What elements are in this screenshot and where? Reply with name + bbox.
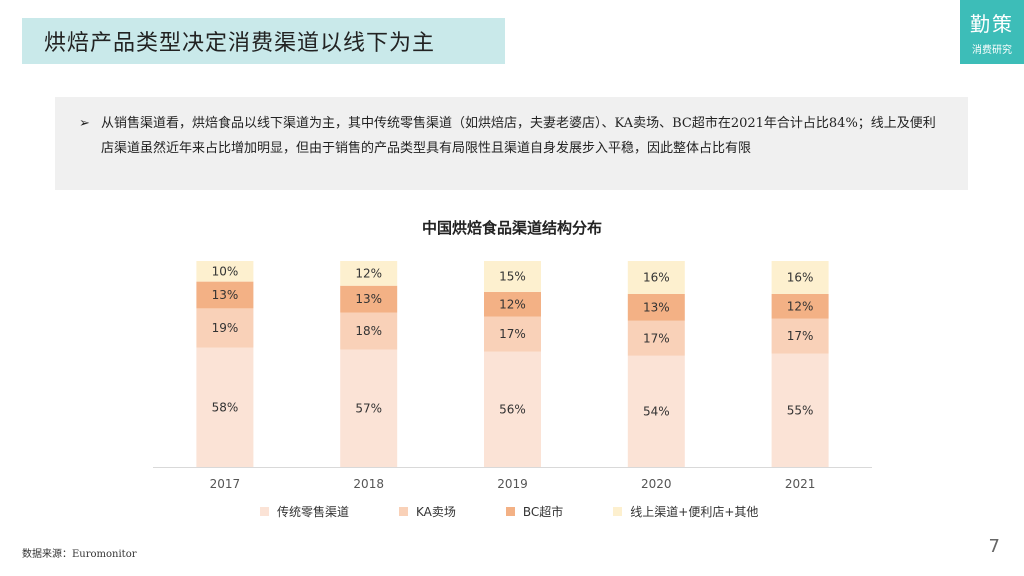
bar-segment-2017-2 bbox=[196, 308, 254, 348]
legend-swatch bbox=[505, 507, 515, 516]
bar-segment-2019-3 bbox=[484, 291, 541, 317]
legend-item-1: 传统零售渠道 bbox=[260, 503, 349, 520]
bullet-arrow-icon: ➢ bbox=[79, 116, 90, 131]
legend-item-4: 线上渠道+便利店+其他 bbox=[613, 503, 758, 520]
summary-text: 从销售渠道看，烘焙食品以线下渠道为主，其中传统零售渠道（如烘焙店，夫妻老婆店）、… bbox=[101, 116, 936, 156]
data-source: 数据来源：Euromonitor bbox=[22, 549, 137, 560]
bar-segment-2017-4 bbox=[196, 261, 254, 282]
bar-segment-2021-2 bbox=[771, 318, 829, 354]
legend-label: 线上渠道+便利店+其他 bbox=[630, 505, 759, 519]
data-label-2017-1: 58% bbox=[212, 400, 239, 414]
bar-segment-2017-1 bbox=[196, 347, 254, 467]
data-label-2017-4: 10% bbox=[212, 264, 239, 278]
data-label-2019-4: 15% bbox=[499, 269, 526, 283]
legend-swatch bbox=[260, 507, 269, 516]
data-label-2020-2: 17% bbox=[643, 331, 670, 345]
data-label-2018-4: 12% bbox=[355, 266, 382, 280]
brand-subtitle: 消费研究 bbox=[972, 45, 1012, 56]
bar-segment-2020-4 bbox=[627, 261, 685, 294]
bar-segment-2019-2 bbox=[484, 316, 541, 352]
data-label-2018-1: 57% bbox=[355, 401, 382, 415]
legend-label: KA卖场 bbox=[416, 505, 456, 519]
x-tick-label-2019: 2019 bbox=[497, 477, 528, 491]
bar-segment-2021-4 bbox=[771, 261, 829, 294]
brand-name: 勤策 bbox=[970, 12, 1014, 36]
data-label-2019-3: 12% bbox=[499, 297, 526, 311]
legend-item-2: KA卖场 bbox=[399, 503, 456, 520]
data-label-2021-2: 17% bbox=[787, 329, 814, 343]
data-label-2017-2: 19% bbox=[212, 321, 239, 335]
bar-segment-2018-4 bbox=[340, 261, 398, 286]
chart-legend: 传统零售渠道 KA卖场 BC超市 线上渠道+便利店+其他 bbox=[260, 503, 808, 520]
bar-segment-2021-1 bbox=[771, 353, 829, 467]
bar-segment-2020-3 bbox=[627, 293, 685, 321]
legend-swatch bbox=[399, 507, 409, 516]
data-label-2019-1: 56% bbox=[499, 402, 526, 416]
legend-label: BC超市 bbox=[522, 505, 564, 519]
legend-label: 传统零售渠道 bbox=[277, 505, 350, 519]
bar-segment-2018-3 bbox=[340, 285, 398, 313]
data-label-2017-3: 13% bbox=[212, 288, 239, 302]
bar-segment-2021-3 bbox=[771, 293, 829, 319]
x-tick-label-2018: 2018 bbox=[353, 477, 384, 491]
summary-box: ➢ 从销售渠道看，烘焙食品以线下渠道为主，其中传统零售渠道（如烘焙店，夫妻老婆店… bbox=[55, 97, 968, 190]
brand-logo: 勤策 消费研究 bbox=[960, 0, 1024, 64]
data-label-2019-2: 17% bbox=[499, 327, 526, 341]
chart-title: 中国烘焙食品渠道结构分布 bbox=[421, 219, 602, 237]
page-number: 7 bbox=[988, 536, 1000, 557]
data-label-2018-3: 13% bbox=[355, 292, 382, 306]
bar-segment-2018-2 bbox=[340, 312, 398, 350]
legend-swatch bbox=[613, 507, 623, 516]
x-tick-label-2017: 2017 bbox=[210, 477, 241, 491]
data-label-2018-2: 18% bbox=[355, 324, 382, 338]
bar-segment-2017-3 bbox=[196, 281, 254, 309]
data-label-2021-4: 16% bbox=[787, 270, 814, 284]
title-bar: 烘焙产品类型决定消费渠道以线下为主 bbox=[22, 18, 505, 64]
legend-item-3: BC超市 bbox=[505, 503, 564, 520]
data-label-2020-3: 13% bbox=[643, 300, 670, 314]
x-tick-label-2021: 2021 bbox=[785, 477, 816, 491]
data-label-2020-4: 16% bbox=[643, 270, 670, 284]
bar-segment-2020-2 bbox=[627, 320, 685, 356]
bar-segment-2018-1 bbox=[340, 349, 398, 467]
bar-segment-2019-1 bbox=[484, 351, 541, 467]
data-label-2020-1: 54% bbox=[643, 404, 670, 418]
data-label-2021-3: 12% bbox=[787, 299, 814, 313]
data-label-2021-1: 55% bbox=[787, 403, 814, 417]
bar-segment-2019-4 bbox=[484, 261, 541, 292]
x-tick-label-2020: 2020 bbox=[641, 477, 672, 491]
bar-segment-2020-1 bbox=[627, 355, 685, 467]
page-title: 烘焙产品类型决定消费渠道以线下为主 bbox=[44, 31, 436, 56]
